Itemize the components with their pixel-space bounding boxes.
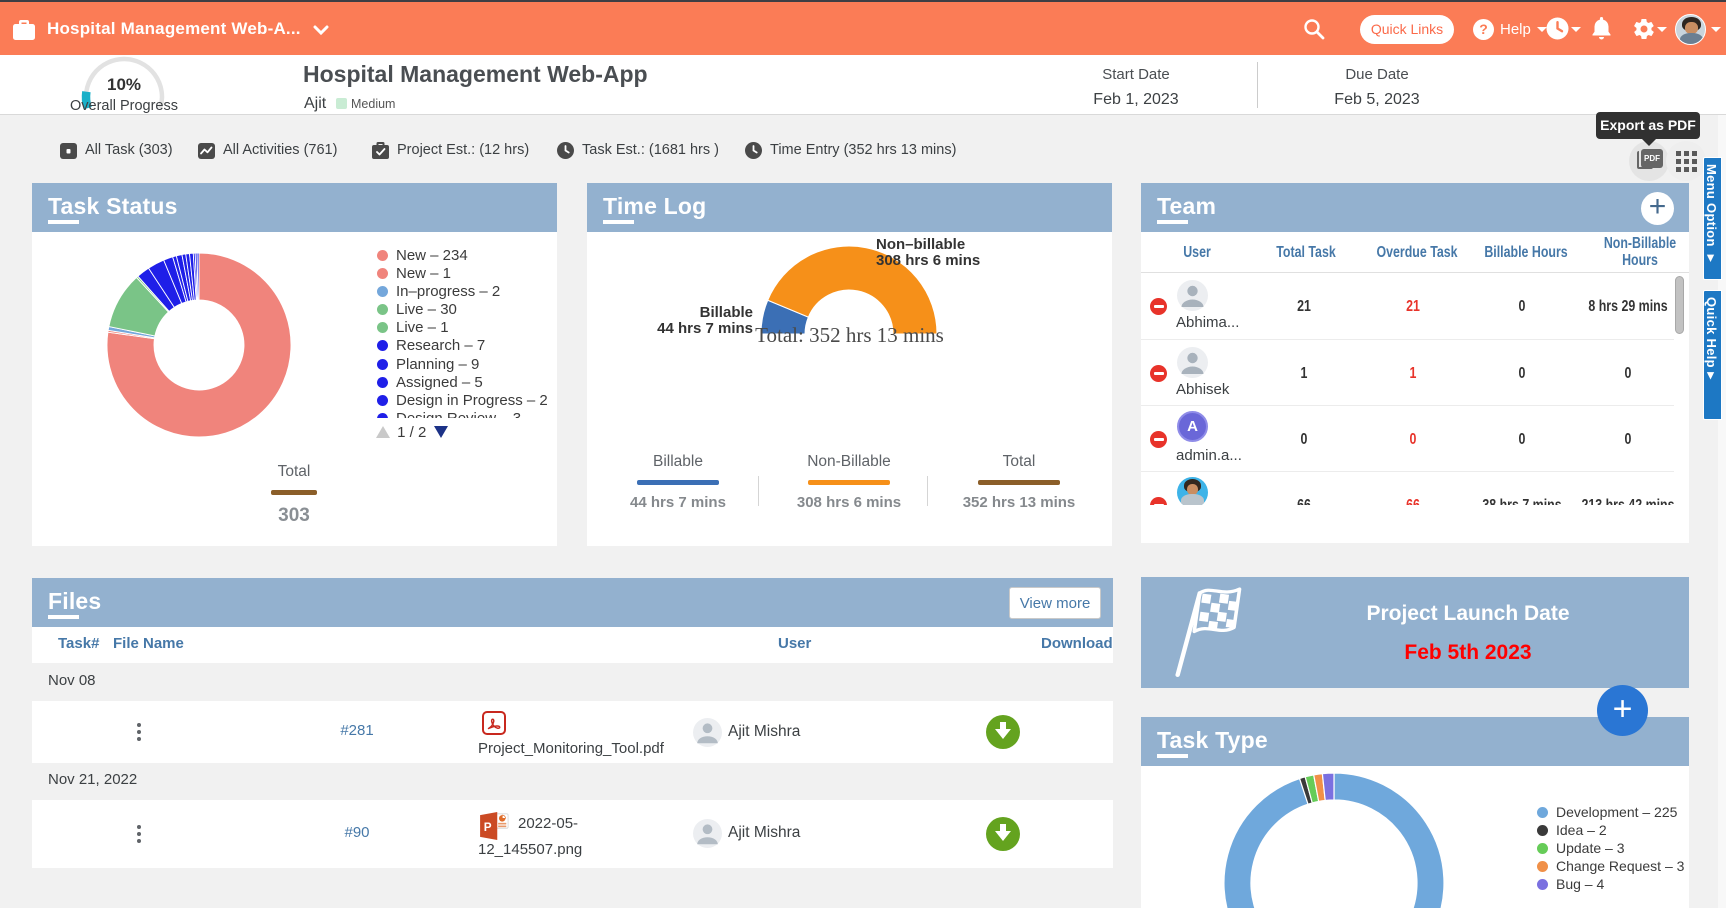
svg-text:P: P: [484, 821, 492, 834]
